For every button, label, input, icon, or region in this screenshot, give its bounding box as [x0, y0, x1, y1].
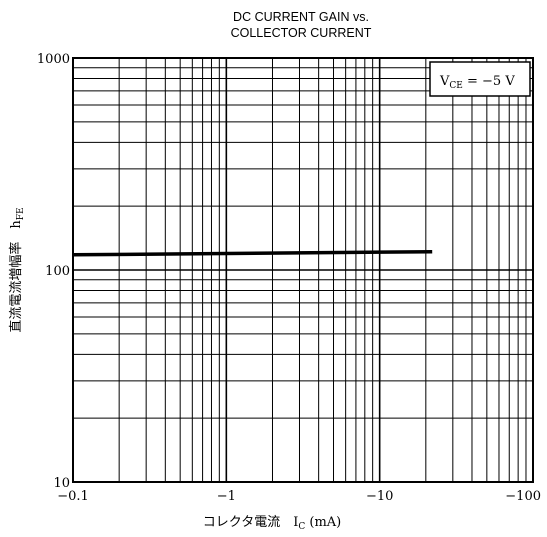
y-tick-label: 100: [45, 264, 70, 279]
y-tick-labels: 1000 100 10: [37, 52, 70, 491]
condition-label: VCE = −5 V: [439, 74, 515, 91]
x-tick-label: −10: [366, 489, 393, 504]
series-layer: [72, 249, 433, 257]
y-tick-label: 1000: [37, 52, 70, 67]
series-line-0: [72, 249, 433, 257]
grid: [73, 58, 533, 482]
title-line-1: DC CURRENT GAIN vs.: [233, 10, 369, 24]
condition-box-frame: [429, 61, 531, 97]
x-axis-label: コレクタ電流 IC (mA): [203, 515, 342, 532]
plot-frame: [72, 57, 534, 483]
x-tick-label: −0.1: [57, 489, 89, 504]
title-line-2: COLLECTOR CURRENT: [231, 26, 372, 40]
condition-box: VCE = −5 V: [429, 61, 531, 97]
x-tick-label: −1: [217, 489, 236, 504]
x-tick-labels: −0.1 −1 −10 −100: [57, 489, 541, 504]
x-tick-label: −100: [505, 489, 541, 504]
chart-title: DC CURRENT GAIN vs. COLLECTOR CURRENT: [231, 10, 372, 40]
y-tick-label: 10: [53, 476, 70, 491]
y-axis-label: 直流電流増幅率 hFE: [8, 207, 26, 332]
